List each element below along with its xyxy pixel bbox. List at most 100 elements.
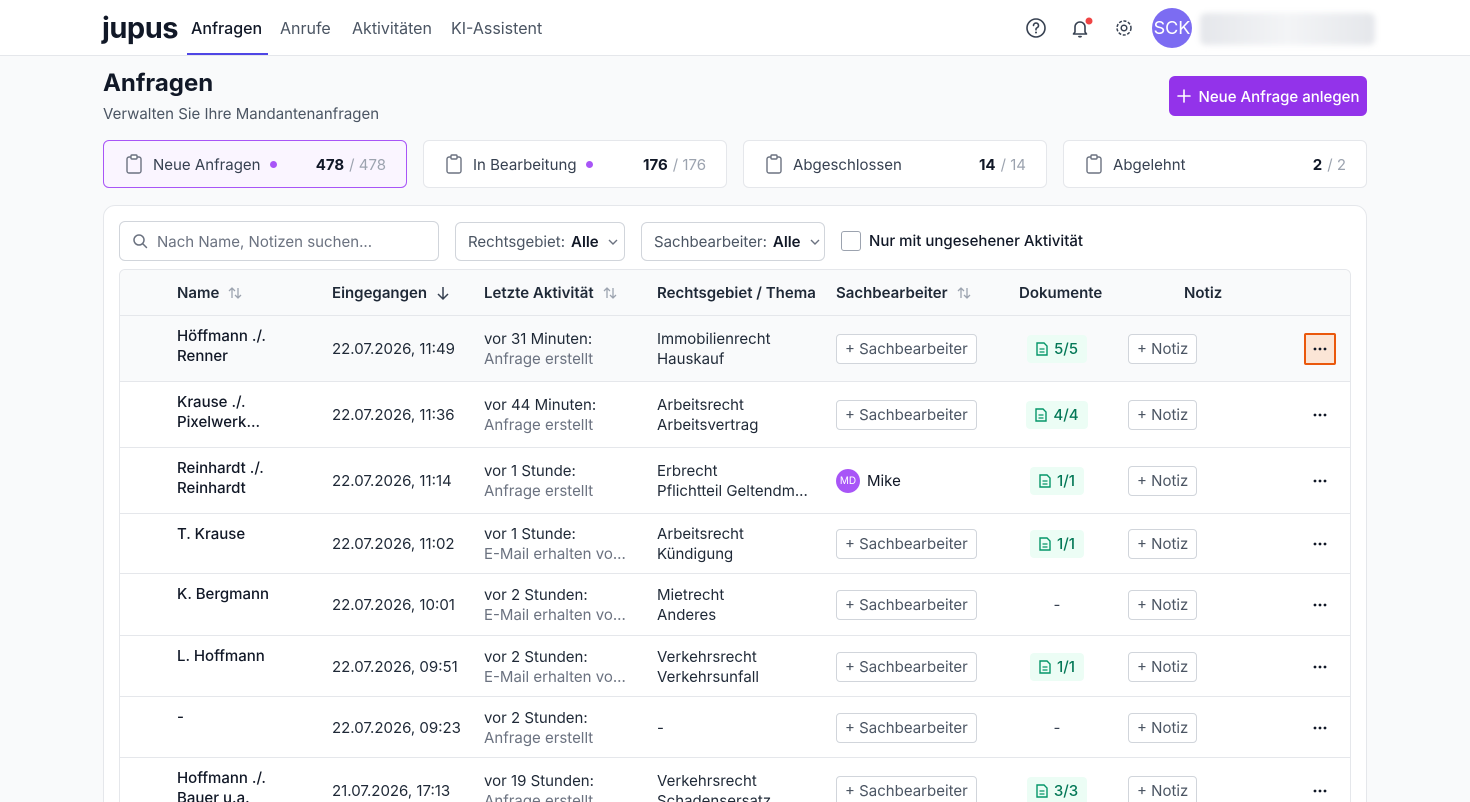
table-cell: Mietrecht Anderes xyxy=(657,574,832,636)
table-cell: - xyxy=(997,574,1117,636)
note-button[interactable]: + Notiz xyxy=(1128,400,1198,430)
more-button[interactable] xyxy=(1304,333,1336,365)
assign-button[interactable]: + Sachbearbeiter xyxy=(836,776,977,802)
rechtsgebiet-filter[interactable]: Rechtsgebiet: Alle xyxy=(455,222,625,261)
row-activity-desc: Anfrage erstellt xyxy=(484,791,594,802)
column-label: Name xyxy=(177,283,220,302)
column-header[interactable]: Rechtsgebiet / Thema xyxy=(657,270,816,315)
table-row[interactable]: K. Bergmann 22.07.2026, 10:01 vor 2 Stunde… xyxy=(120,573,1350,636)
note-button[interactable]: + Notiz xyxy=(1128,466,1198,496)
user-avatar[interactable]: SCK xyxy=(1152,8,1192,48)
assign-button[interactable]: + Sachbearbeiter xyxy=(836,590,977,620)
assign-button[interactable]: + Sachbearbeiter xyxy=(836,712,977,743)
more-button[interactable] xyxy=(1304,589,1336,621)
row-name: - xyxy=(177,707,184,726)
status-card[interactable]: Abgeschlossen 14/ 14 xyxy=(743,140,1047,188)
table-cell: vor 19 Stunden: Anfrage erstellt xyxy=(484,758,654,802)
documents-badge[interactable]: 1/1 xyxy=(1030,530,1084,558)
table-cell: + Sachbearbeiter xyxy=(836,697,1006,758)
column-label: Sachbearbeiter xyxy=(836,283,948,302)
more-button[interactable] xyxy=(1304,528,1336,560)
table-row[interactable]: L. Hoffmann 22.07.2026, 09:51 vor 2 Stunde… xyxy=(120,635,1350,697)
row-received: 22.07.2026, 10:01 xyxy=(332,595,455,614)
column-header[interactable]: Letzte Aktivität xyxy=(484,270,618,315)
search-input[interactable]: Nach Name, Notizen suchen... xyxy=(119,221,439,261)
table-cell: + Notiz xyxy=(1128,697,1248,758)
unseen-checkbox-label[interactable]: Nur mit ungesehener Aktivität xyxy=(869,231,1083,250)
table-row[interactable]: Reinhardt ./. Reinhardt 22.07.2026, 11:14… xyxy=(120,447,1350,514)
note-button[interactable]: + Notiz xyxy=(1128,651,1198,682)
row-activity-time: vor 44 Minuten: xyxy=(484,395,597,414)
help-icon[interactable] xyxy=(1025,17,1047,39)
assign-button[interactable]: + Sachbearbeiter xyxy=(836,651,977,682)
assign-button[interactable]: + Sachbearbeiter xyxy=(836,400,977,430)
note-button[interactable]: + Notiz xyxy=(1128,712,1198,743)
filter-label: Rechtsgebiet: xyxy=(468,232,566,251)
row-name: K. Bergmann xyxy=(177,584,270,603)
column-header[interactable]: Dokumente xyxy=(1019,270,1102,315)
column-header[interactable]: Notiz xyxy=(1184,270,1222,315)
column-label: Rechtsgebiet / Thema xyxy=(657,283,816,302)
row-topic: Schadensersatz xyxy=(657,791,772,802)
plus-icon xyxy=(1176,89,1191,103)
nav-tab[interactable]: Anfragen xyxy=(191,18,263,38)
filter-value: Alle xyxy=(772,232,801,251)
documents-badge[interactable]: 4/4 xyxy=(1026,401,1088,429)
column-header[interactable]: Name xyxy=(177,270,243,315)
nav-tab[interactable]: Anrufe xyxy=(280,18,331,38)
table-cell: + Notiz xyxy=(1128,758,1248,802)
documents-badge[interactable]: 3/3 xyxy=(1026,777,1088,802)
sachbearbeiter-filter[interactable]: Sachbearbeiter: Alle xyxy=(641,222,825,261)
table-cell: 22.07.2026, 11:14 xyxy=(332,448,482,514)
nav-tab[interactable]: KI-Assistent xyxy=(451,18,543,38)
documents-count: 4/4 xyxy=(1053,405,1079,424)
table-row[interactable]: Krause ./. Pixelwerk... 22.07.2026, 11:36… xyxy=(120,381,1350,448)
unseen-checkbox[interactable] xyxy=(841,231,861,251)
table-cell: + Notiz xyxy=(1128,574,1248,636)
column-header[interactable]: Eingegangen xyxy=(332,270,451,315)
documents-count: 3/3 xyxy=(1053,781,1079,800)
settings-icon[interactable] xyxy=(1114,18,1134,38)
note-button[interactable]: + Notiz xyxy=(1128,776,1198,802)
more-button[interactable] xyxy=(1304,399,1336,431)
column-header[interactable]: Sachbearbeiter xyxy=(836,270,972,315)
table-row[interactable]: - 22.07.2026, 09:23 vor 2 Stunden: Anfrage … xyxy=(120,696,1350,758)
nav-tab[interactable]: Aktivitäten xyxy=(352,18,432,38)
note-button[interactable]: + Notiz xyxy=(1128,529,1198,559)
note-button[interactable]: + Notiz xyxy=(1128,334,1198,364)
chevron-icon xyxy=(810,239,820,245)
column-label: Letzte Aktivität xyxy=(484,283,594,302)
table-cell: Verkehrsrecht Verkehrsunfall xyxy=(657,636,832,697)
table-row[interactable]: T. Krause 22.07.2026, 11:02 vor 1 Stunde: E… xyxy=(120,513,1350,574)
new-request-button[interactable]: Neue Anfrage anlegen xyxy=(1169,76,1367,116)
table-row[interactable]: Hoffmann ./. Bauer u.a. 21.07.2026, 17:13… xyxy=(120,757,1350,802)
documents-badge[interactable]: 1/1 xyxy=(1030,467,1084,495)
row-activity-time: vor 1 Stunde: xyxy=(484,524,576,543)
table-cell: - xyxy=(997,697,1117,758)
note-button[interactable]: + Notiz xyxy=(1128,590,1198,620)
row-activity-desc: Anfrage erstellt xyxy=(484,481,594,500)
table-cell: + Notiz xyxy=(1128,448,1248,514)
more-button[interactable] xyxy=(1304,712,1336,744)
more-button[interactable] xyxy=(1304,651,1336,683)
documents-badge[interactable]: 5/5 xyxy=(1026,335,1088,363)
status-count: 14 xyxy=(978,154,996,174)
column-label: Notiz xyxy=(1184,283,1223,302)
row-activity-time: vor 1 Stunde: xyxy=(484,461,576,480)
assign-button[interactable]: + Sachbearbeiter xyxy=(836,529,977,559)
table-cell: 21.07.2026, 17:13 xyxy=(332,758,482,802)
assign-button[interactable]: + Sachbearbeiter xyxy=(836,334,977,364)
notifications-icon[interactable] xyxy=(1069,16,1093,40)
row-topic: Anderes xyxy=(657,605,717,624)
status-icon xyxy=(446,154,462,174)
table-cell: vor 2 Stunden: E-Mail erhalten vo... xyxy=(484,574,654,636)
status-card[interactable]: Abgelehnt 2/ 2 xyxy=(1063,140,1367,188)
more-button[interactable] xyxy=(1304,775,1336,802)
new-request-label: Neue Anfrage anlegen xyxy=(1198,86,1360,106)
status-card[interactable]: In Bearbeitung 176/ 176 xyxy=(423,140,727,188)
more-button[interactable] xyxy=(1304,465,1336,497)
table-row[interactable]: Höffmann ./. Renner 22.07.2026, 11:49 vor … xyxy=(120,315,1350,382)
documents-badge[interactable]: 1/1 xyxy=(1030,652,1084,681)
status-card[interactable]: Neue Anfragen 478/ 478 xyxy=(103,140,407,188)
